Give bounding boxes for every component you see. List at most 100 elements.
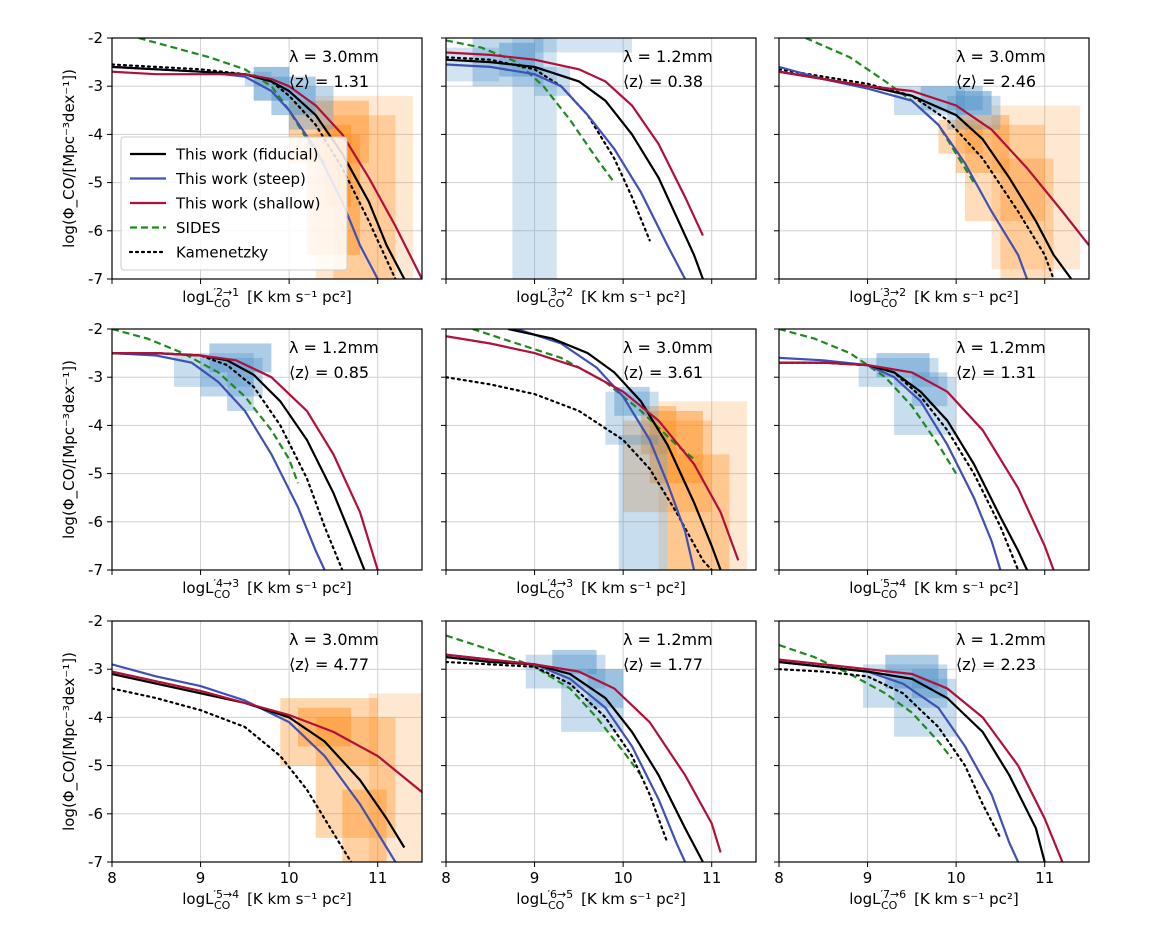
panel-7: 8 9 10 11 -7 -6 -5 -4 -3 -2 logL′5→4 CO [K km s⁻¹ p… (60, 612, 423, 912)
redshift-annotation: ⟨z⟩ = 1.31 (289, 72, 369, 91)
x-axis-label-sub: CO (214, 899, 231, 912)
blue-data-box (587, 669, 624, 708)
plot-area (112, 329, 379, 570)
axes-frame (445, 37, 757, 280)
x-axis-label: logL′6→5 CO [K km s⁻¹ pc²] (516, 888, 686, 912)
plot-area (779, 38, 1089, 279)
series-line-kamenetzky (446, 376, 713, 570)
series-line-shallow (446, 335, 740, 561)
x-axis-label: logL′4→3 CO [K km s⁻¹ pc²] (516, 577, 686, 601)
redshift-annotation: ⟨z⟩ = 1.77 (623, 655, 703, 674)
axes-frame (445, 620, 757, 863)
grid (112, 621, 422, 862)
y-tick-label: -6 (88, 222, 103, 240)
x-axis-label-sub: CO (548, 297, 565, 310)
x-tick-label: 11 (702, 869, 721, 887)
legend-box (120, 136, 348, 271)
x-axis-label: logL′3→2 CO [K km s⁻¹ pc²] (516, 286, 686, 310)
x-axis-label-main: logL (516, 579, 548, 597)
y-tick-label: -4 (88, 708, 103, 726)
grid (779, 38, 1089, 279)
x-axis-label-sub: CO (214, 588, 231, 601)
series-line-fiducial (507, 329, 722, 570)
axes-frame (445, 328, 757, 571)
x-axis-label-unit: [K km s⁻¹ pc²] (576, 579, 685, 597)
axes-frame (778, 37, 1090, 280)
y-tick-label: -3 (88, 77, 103, 95)
y-tick-label: -2 (88, 612, 103, 630)
x-axis-label-main: logL (516, 288, 548, 306)
x-axis-label-unit: [K km s⁻¹ pc²] (242, 579, 351, 597)
wavelength-annotation: λ = 1.2mm (623, 630, 713, 649)
x-tick-label: 11 (1035, 869, 1054, 887)
x-axis-label-main: logL (849, 890, 881, 908)
x-axis-label-unit: [K km s⁻¹ pc²] (909, 890, 1018, 908)
y-tick-label: -6 (88, 513, 103, 531)
wavelength-annotation: λ = 3.0mm (289, 630, 379, 649)
panel-2: logL′3→2 CO [K km s⁻¹ pc²] λ = 1.2mm ⟨z⟩ = … (441, 37, 757, 310)
x-axis-label-sub: CO (881, 297, 898, 310)
x-axis-label: logL′7→6 CO [K km s⁻¹ pc²] (849, 888, 1019, 912)
orange-data-box (315, 717, 396, 838)
blue-data-box (525, 654, 606, 689)
x-axis-label-unit: [K km s⁻¹ pc²] (242, 890, 351, 908)
y-tick-label: -2 (88, 320, 103, 338)
plot-area (446, 634, 722, 862)
x-axis-label-sup: ′4→3 (213, 577, 239, 590)
blue-data-box (512, 38, 557, 279)
series-line-shallow (446, 51, 704, 237)
y-tick-label: -4 (88, 125, 103, 143)
wavelength-annotation: λ = 3.0mm (956, 47, 1046, 66)
panel-9: 8 9 10 11 logL′7→6 CO [K km s⁻¹ pc²] λ = 1.2mm… (774, 620, 1090, 912)
x-axis-label-main: logL (182, 890, 214, 908)
x-tick-label: 9 (196, 869, 206, 887)
y-tick-label: -3 (88, 368, 103, 386)
y-tick-label: -5 (88, 174, 103, 192)
y-tick-label: -7 (88, 270, 103, 288)
x-axis-label: logL′4→3 CO [K km s⁻¹ pc²] (182, 577, 352, 601)
redshift-annotation: ⟨z⟩ = 0.85 (289, 363, 369, 382)
wavelength-annotation: λ = 1.2mm (956, 630, 1046, 649)
x-tick-label: 10 (614, 869, 633, 887)
orange-data-box (342, 789, 387, 862)
y-tick-label: -4 (88, 416, 103, 434)
series-line-shallow (779, 70, 1089, 246)
redshift-annotation: ⟨z⟩ = 3.61 (623, 363, 703, 382)
redshift-annotation: ⟨z⟩ = 0.38 (623, 72, 703, 91)
x-axis-label-sup: ′5→4 (213, 888, 239, 901)
y-axis-label: log(Φ_CO/[Mpc⁻³dex⁻¹]) (60, 360, 79, 539)
x-tick-label: 9 (530, 869, 540, 887)
legend-label-kamenetzky: Kamenetzky (176, 244, 268, 262)
blue-data-box (534, 38, 632, 53)
x-axis-label-main: logL (182, 579, 214, 597)
x-axis-label-main: logL (182, 288, 214, 306)
y-tick-label: -5 (88, 757, 103, 775)
series-line-sides (446, 39, 616, 184)
x-axis-label-main: logL (849, 579, 881, 597)
series-line-shallow (112, 70, 422, 279)
x-axis-label: logL′2→1 CO [K km s⁻¹ pc²] (182, 286, 352, 310)
x-axis-label: logL′3→2 CO [K km s⁻¹ pc²] (849, 286, 1019, 310)
panel-6: logL′5→4 CO [K km s⁻¹ pc²] λ = 1.2mm ⟨z⟩ = … (774, 328, 1090, 601)
series-line-fiducial (446, 656, 704, 862)
wavelength-annotation: λ = 1.2mm (289, 338, 379, 357)
x-axis-label-sub: CO (214, 297, 231, 310)
x-axis-label-sub: CO (881, 588, 898, 601)
panel-5: logL′4→3 CO [K km s⁻¹ pc²] λ = 3.0mm ⟨z⟩ = … (441, 328, 757, 601)
series-line-kamenetzky (446, 660, 669, 844)
plot-area (446, 38, 704, 279)
series-line-shallow (112, 352, 379, 570)
legend-label-fiducial: This work (fiducial) (175, 146, 318, 164)
grid (779, 329, 1089, 570)
series-line-sides (446, 634, 642, 776)
series-line-steep (112, 663, 397, 862)
x-axis-label-main: logL (849, 288, 881, 306)
series-line-shallow (446, 653, 722, 853)
redshift-annotation: ⟨z⟩ = 2.23 (956, 655, 1036, 674)
x-axis-label-sub: CO (548, 899, 565, 912)
series-line-kamenetzky (779, 668, 1002, 839)
y-tick-label: -6 (88, 805, 103, 823)
x-axis-label-unit: [K km s⁻¹ pc²] (909, 579, 1018, 597)
x-axis-label-sup: ′3→2 (880, 286, 906, 299)
